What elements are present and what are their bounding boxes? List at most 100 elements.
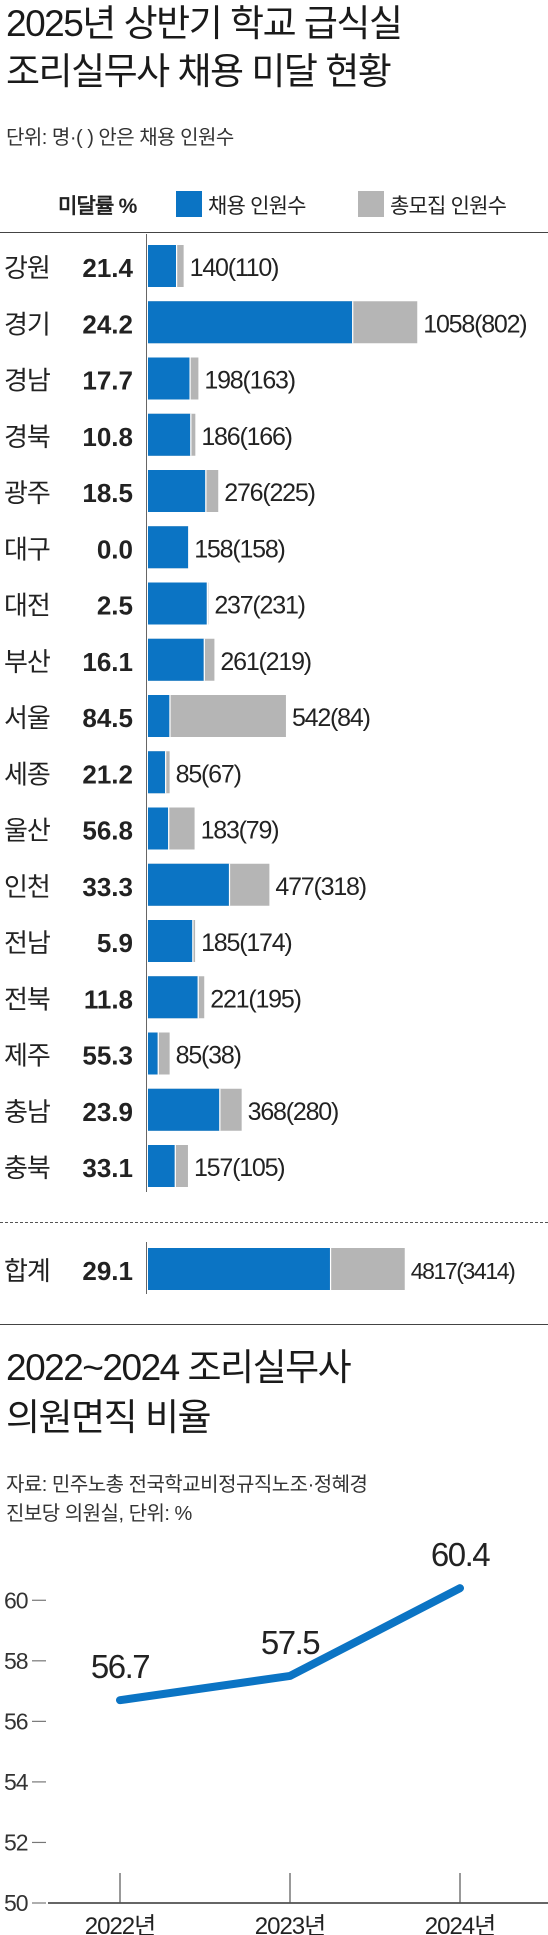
bar-divider-13: [197, 976, 199, 1019]
region-label-10: 울산: [4, 816, 50, 846]
y-tick-2: 54: [4, 1769, 29, 1795]
bar-divider-11: [228, 863, 231, 906]
bar-hired-13: [148, 976, 198, 1019]
region-label-7: 부산: [4, 647, 50, 677]
bar-total-hired: [148, 1248, 330, 1290]
chart2-title-line1: 2022~2024 조리실무사: [6, 1347, 352, 1388]
x-tick-2: 2024년: [425, 1913, 495, 1935]
chart2-source-line1: 자료: 민주노총 전국학교비정규직노조·정혜경: [6, 1474, 368, 1496]
y-tick-1: 52: [4, 1829, 28, 1855]
bar-hired-14: [148, 1032, 158, 1075]
region-label-4: 광주: [4, 478, 50, 508]
bar-total-divider: [329, 1248, 332, 1290]
bar-hired-10: [148, 807, 169, 850]
bar-divider-0: [175, 245, 178, 287]
value-label-0: 140(110): [190, 254, 279, 282]
region-label-13: 전북: [4, 984, 50, 1014]
rate-label-16: 33.1: [82, 1153, 133, 1183]
y-tick-5: 60: [4, 1587, 28, 1613]
rate-label-8: 84.5: [82, 703, 133, 733]
region-label-0: 강원: [4, 253, 50, 283]
bar-divider-3: [190, 413, 192, 456]
bar-hired-2: [148, 357, 190, 400]
bar-hired-4: [148, 470, 206, 512]
region-label-8: 서울: [4, 703, 50, 733]
region-label-12: 전남: [4, 928, 51, 958]
legend-label-hired: 채용 인원수: [208, 195, 306, 218]
rate-label-12: 5.9: [97, 928, 133, 958]
value-label-14: 85(38): [176, 1042, 241, 1070]
value-label-6: 237(231): [214, 592, 304, 620]
bar-divider-4: [205, 470, 207, 512]
bar-hired-16: [148, 1145, 175, 1187]
bar-hired-9: [148, 751, 166, 794]
bar-divider-14: [157, 1032, 159, 1075]
value-label-15: 368(280): [248, 1098, 338, 1126]
bar-divider-5: [188, 526, 190, 569]
header-rule: [0, 232, 548, 233]
rate-label-3: 10.8: [82, 422, 133, 452]
line-chart: 50 52 54 56 58 60 2022년 2023년 2024년 56.7 57.5 60.4: [4, 1536, 548, 1935]
rate-label-0: 21.4: [82, 253, 133, 283]
total-value-label: 4817(3414): [411, 1258, 515, 1284]
legend-swatch-hired: [176, 191, 202, 217]
value-label-13: 221(195): [210, 985, 300, 1013]
rate-label-13: 11.8: [84, 984, 133, 1014]
y-tick-0: 50: [4, 1890, 28, 1916]
bar-divider-15: [219, 1088, 221, 1131]
bar-divider-16: [174, 1145, 176, 1187]
value-label-8: 542(84): [292, 704, 370, 732]
rate-label-7: 16.1: [82, 647, 133, 677]
y-tick-4: 58: [4, 1648, 28, 1674]
bar-hired-8: [148, 695, 170, 737]
value-label-1: 1058(802): [423, 310, 526, 338]
total-label: 합계: [4, 1256, 50, 1286]
bar-divider-12: [192, 920, 194, 962]
value-label-10: 183(79): [201, 817, 279, 845]
value-label-11: 477(318): [275, 873, 365, 901]
point-label-2: 60.4: [431, 1536, 490, 1573]
region-label-5: 대구: [4, 534, 50, 564]
bar-divider-8: [169, 695, 171, 737]
bar-divider-7: [203, 638, 205, 681]
bar-hired-3: [148, 413, 191, 456]
value-label-4: 276(225): [224, 479, 314, 507]
point-label-0: 56.7: [91, 1648, 149, 1685]
section-rule: [0, 1324, 548, 1325]
chart2-source-line2: 진보당 의원실, 단위: %: [6, 1503, 192, 1525]
rate-label-14: 55.3: [82, 1041, 133, 1071]
region-label-6: 대전: [4, 591, 50, 621]
chart1-title-line2: 조리실무사 채용 미달 현황: [6, 51, 392, 92]
point-label-1: 57.5: [261, 1624, 319, 1661]
region-label-11: 인천: [4, 872, 50, 902]
rate-header: 미달률 %: [58, 195, 137, 218]
bar-hired-0: [148, 245, 176, 287]
ratio-line: [116, 1584, 464, 1705]
bar-hired-11: [148, 863, 229, 906]
value-label-9: 85(67): [176, 760, 241, 788]
value-label-16: 157(105): [194, 1154, 284, 1182]
region-label-2: 경남: [4, 366, 51, 396]
rate-label-10: 56.8: [82, 816, 133, 846]
bar-hired-15: [148, 1088, 220, 1131]
rate-label-6: 2.5: [97, 591, 133, 621]
value-label-12: 185(174): [201, 929, 291, 957]
bar-recruit-8: [148, 695, 286, 737]
legend-label-recruit: 총모집 인원수: [390, 195, 507, 218]
bar-hired-1: [148, 301, 353, 344]
x-tick-1: 2023년: [255, 1913, 325, 1935]
region-label-3: 경북: [4, 422, 50, 452]
bar-hired-12: [148, 920, 193, 962]
region-label-9: 세종: [4, 759, 50, 789]
rate-label-5: 0.0: [97, 534, 133, 564]
bar-hired-5: [148, 526, 189, 569]
bar-divider-2: [189, 357, 191, 400]
legend-swatch-recruit: [358, 191, 384, 217]
total-rate: 29.1: [82, 1256, 133, 1286]
total-separator: [0, 1222, 548, 1223]
y-tick-3: 56: [4, 1708, 28, 1734]
bar-hired-7: [148, 638, 204, 681]
x-tick-0: 2022년: [85, 1913, 155, 1935]
bar-hired-6: [148, 582, 207, 625]
